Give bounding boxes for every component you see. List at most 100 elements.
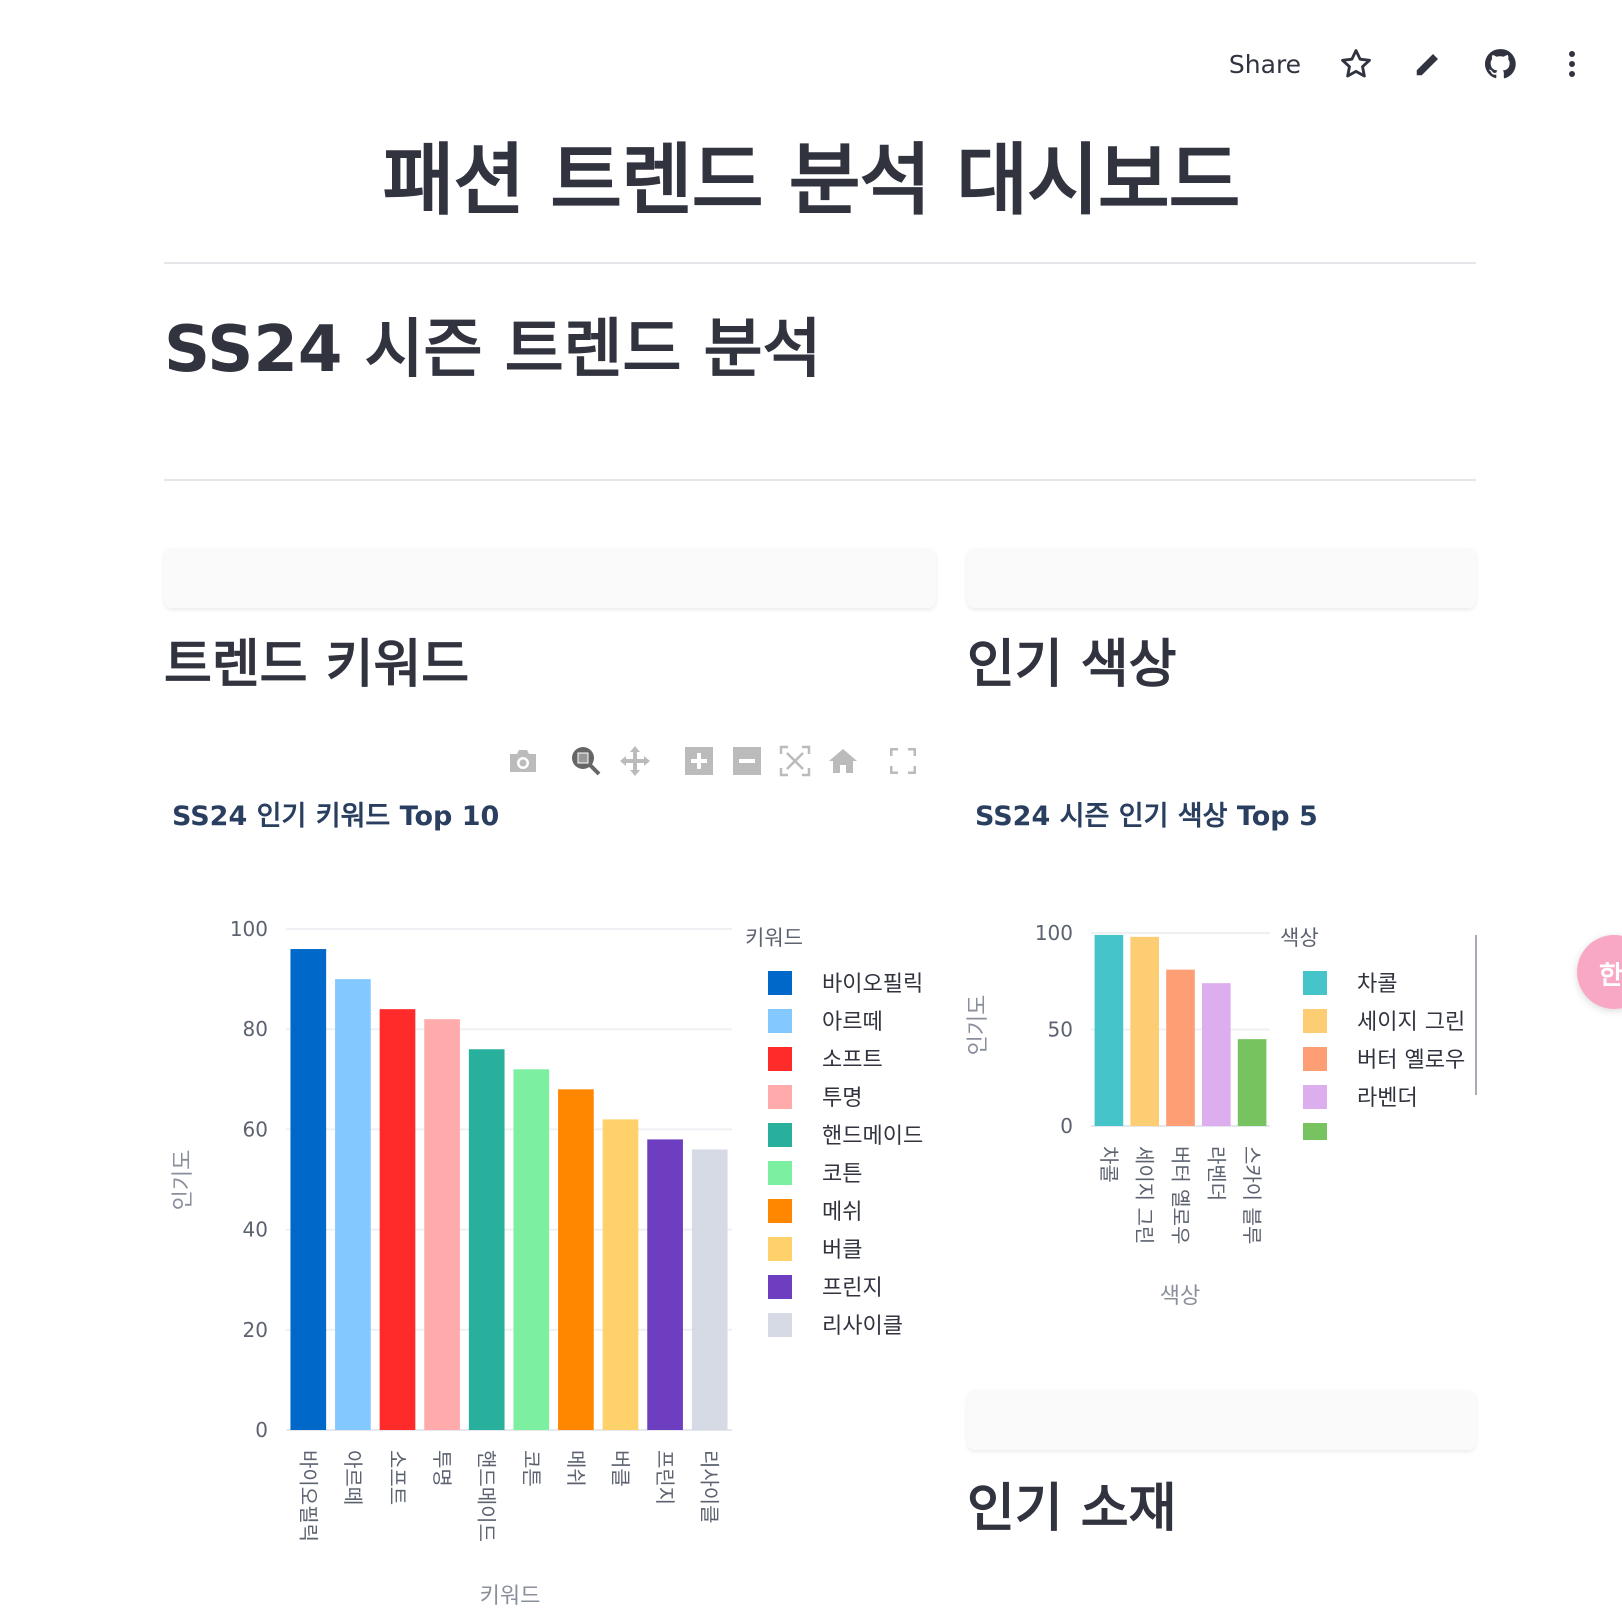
y-tick-label: 40: [243, 1218, 268, 1242]
github-icon[interactable]: [1480, 44, 1520, 84]
legend-item: 소프트: [822, 1048, 883, 1073]
x-tick-label: 리사이클: [698, 1450, 722, 1524]
x-tick-label: 바이오필릭: [296, 1450, 320, 1542]
legend-item: 핸드메이드: [822, 1124, 923, 1149]
bar-세이지 그린: [1130, 936, 1160, 1126]
legend-swatch: [1303, 1123, 1327, 1140]
x-axis-label: 키워드: [480, 1584, 541, 1609]
legend-swatch: [768, 971, 792, 995]
y-tick-label: 20: [243, 1318, 268, 1342]
legend-item: 라벤더: [1357, 1086, 1418, 1111]
bar-투명: [424, 1019, 460, 1430]
y-tick-label: 50: [1048, 1018, 1073, 1042]
bar-버클: [602, 1119, 639, 1430]
section-title: SS24 시즌 트렌드 분석: [164, 313, 822, 387]
legend-item: 버터 옐로우: [1357, 1048, 1465, 1073]
bar-핸드메이드: [468, 1049, 505, 1430]
right-container-2: [967, 1390, 1476, 1450]
page-title: 패션 트렌드 분석 대시보드: [382, 136, 1241, 226]
divider: [164, 479, 1476, 481]
legend-swatch: [1303, 1085, 1327, 1109]
legend-swatch: [768, 1085, 792, 1109]
bar-차콜: [1094, 934, 1124, 1126]
zoom-icon[interactable]: [570, 746, 602, 776]
legend-swatch: [768, 1161, 792, 1185]
legend-item: 세이지 그린: [1357, 1010, 1465, 1035]
y-tick-label: 100: [1035, 921, 1073, 945]
right-container: [967, 548, 1476, 608]
pan-icon[interactable]: [619, 746, 651, 776]
legend-swatch: [768, 1275, 792, 1299]
bar-바이오필릭: [290, 949, 327, 1430]
x-tick-label: 라벤더: [1204, 1146, 1228, 1201]
divider: [164, 262, 1476, 264]
materials-heading: 인기 소재: [967, 1479, 1177, 1539]
legend-item: 차콜: [1357, 972, 1397, 997]
x-tick-label: 버클: [609, 1450, 633, 1487]
x-tick-label: 코튼: [519, 1450, 543, 1487]
legend-swatch: [1303, 1047, 1327, 1071]
y-tick-label: 60: [243, 1117, 268, 1141]
x-tick-label: 핸드메이드: [475, 1450, 499, 1542]
legend-item: 프린지: [822, 1276, 883, 1301]
y-axis-label: 인기도: [171, 1150, 196, 1211]
legend-swatch: [768, 1313, 792, 1337]
legend-item: 바이오필릭: [822, 972, 923, 997]
legend-swatch: [768, 1047, 792, 1071]
y-tick-label: 0: [1060, 1114, 1073, 1138]
x-tick-label: 프린지: [653, 1450, 677, 1505]
bar-스카이 블루: [1237, 1039, 1267, 1126]
legend-title: 색상: [1280, 926, 1319, 950]
legend-item: 버클: [822, 1238, 862, 1263]
y-tick-label: 100: [230, 917, 268, 941]
chart-title: SS24 시즌 인기 색상 Top 5: [975, 801, 1318, 832]
x-tick-label: 버터 옐로우: [1169, 1146, 1193, 1244]
reset-axes-icon[interactable]: [827, 746, 859, 776]
x-tick-label: 투명: [430, 1450, 454, 1487]
legend-swatch: [1303, 971, 1327, 995]
x-tick-label: 메쉬: [564, 1450, 588, 1487]
zoom-in-icon[interactable]: [683, 746, 715, 776]
bar-코튼: [513, 1069, 550, 1430]
legend-item: 투명: [822, 1086, 862, 1111]
legend-title: 키워드: [745, 926, 803, 950]
legend-swatch: [768, 1123, 792, 1147]
legend-item: 메쉬: [822, 1200, 862, 1225]
x-tick-label: 스카이 블루: [1240, 1146, 1264, 1244]
zoom-out-icon[interactable]: [731, 746, 763, 776]
share-button[interactable]: Share: [1228, 49, 1302, 79]
more-vertical-icon[interactable]: [1552, 44, 1592, 84]
star-icon[interactable]: [1336, 44, 1376, 84]
legend-item: 코튼: [822, 1162, 862, 1187]
camera-icon[interactable]: [507, 746, 539, 776]
legend-swatch: [1303, 1009, 1327, 1033]
colors-heading: 인기 색상: [967, 635, 1177, 695]
autoscale-icon[interactable]: [779, 745, 811, 777]
legend-swatch: [768, 1009, 792, 1033]
y-axis-label: 인기도: [966, 995, 991, 1056]
bar-프린지: [647, 1139, 683, 1430]
bar-버터 옐로우: [1166, 969, 1195, 1126]
x-tick-label: 세이지 그린: [1133, 1146, 1157, 1244]
bar-아르떼: [335, 979, 371, 1430]
y-tick-label: 0: [255, 1418, 268, 1442]
x-tick-label: 소프트: [386, 1450, 410, 1505]
bar-리사이클: [691, 1149, 728, 1430]
bar-메쉬: [558, 1089, 594, 1430]
pencil-icon[interactable]: [1408, 44, 1448, 84]
keywords-heading: 트렌드 키워드: [164, 635, 470, 695]
bar-라벤더: [1201, 983, 1231, 1126]
legend-item: 아르떼: [822, 1010, 883, 1035]
x-tick-label: 아르떼: [341, 1450, 365, 1505]
left-container: [164, 548, 936, 608]
x-tick-label: 차콜: [1097, 1146, 1121, 1183]
legend-swatch: [768, 1237, 792, 1261]
chart-title: SS24 인기 키워드 Top 10: [172, 801, 500, 832]
x-axis-label: 색상: [1160, 1284, 1200, 1309]
y-tick-label: 80: [243, 1017, 268, 1041]
bar-소프트: [379, 1009, 416, 1430]
legend-item: 리사이클: [822, 1314, 903, 1339]
fullscreen-icon[interactable]: [887, 746, 919, 776]
legend-swatch: [768, 1199, 792, 1223]
